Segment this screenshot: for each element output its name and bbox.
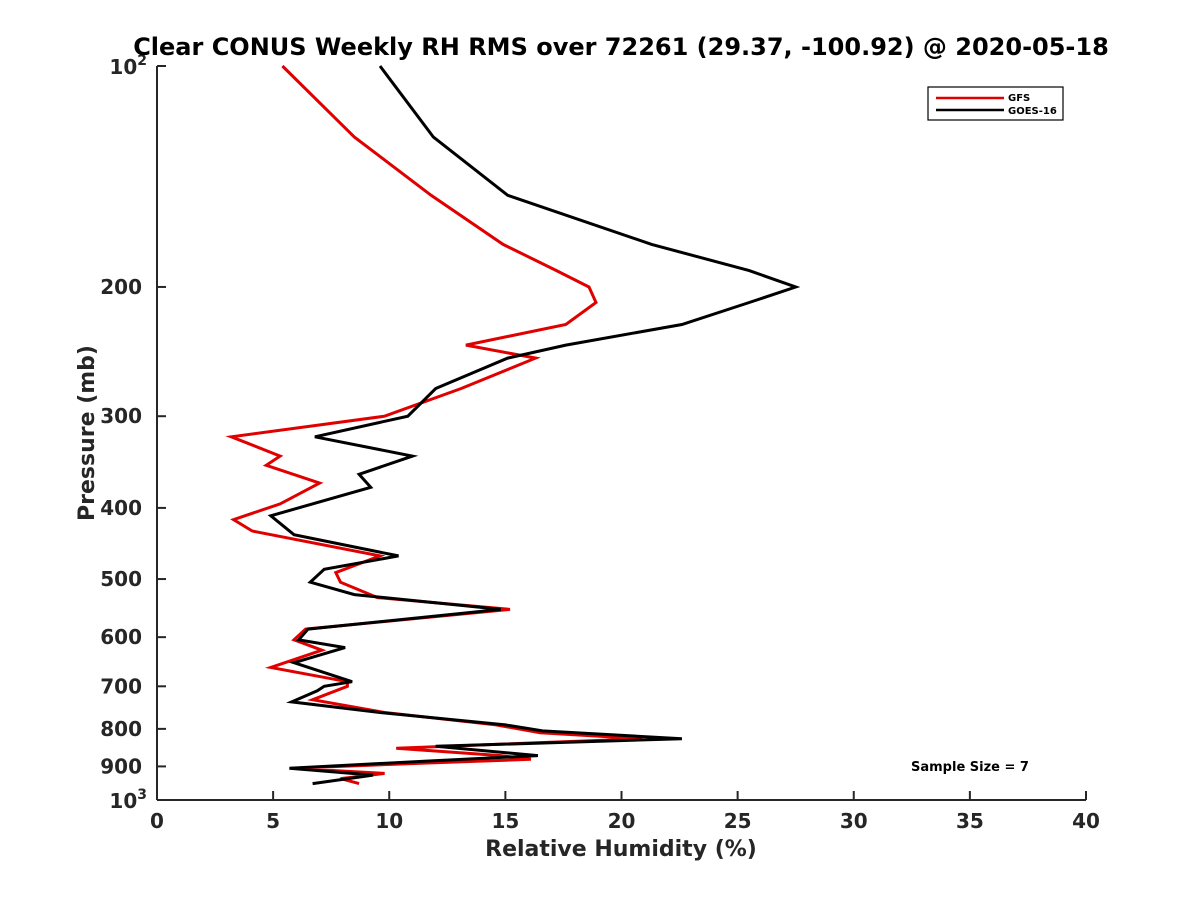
legend-label-gfs: GFS	[1008, 93, 1030, 104]
series-line-gfs	[225, 64, 643, 786]
x-axis-label: Relative Humidity (%)	[485, 837, 757, 862]
x-tick-label: 30	[840, 809, 868, 833]
x-tick-label: 5	[266, 809, 280, 833]
y-tick-label: 700	[100, 674, 142, 698]
y-tick-base: 10	[109, 789, 137, 813]
y-axis-label: Pressure (mb)	[75, 345, 100, 521]
x-tick-label: 40	[1072, 809, 1100, 833]
y-tick-label: 400	[100, 496, 142, 520]
x-tick-label: 35	[956, 809, 984, 833]
axes	[156, 66, 1086, 801]
y-tick-label: 103	[109, 787, 147, 813]
y-tick-base: 10	[109, 55, 137, 79]
series-line-goes-16	[267, 65, 801, 786]
x-tick-label: 20	[608, 809, 636, 833]
y-tick-label: 500	[100, 567, 142, 591]
y-tick-label: 900	[100, 754, 142, 778]
y-tick-label: 200	[100, 275, 142, 299]
y-tick-label: 300	[100, 404, 142, 428]
x-tick-label: 15	[491, 809, 519, 833]
x-tick-label: 25	[724, 809, 752, 833]
y-tick-exponent: 2	[137, 53, 147, 69]
legend-box	[927, 86, 1064, 121]
y-tick-label: 600	[100, 625, 142, 649]
x-tick-label: 10	[375, 809, 403, 833]
y-tick-label: 102	[109, 53, 147, 79]
sample-size-annotation: Sample Size = 7	[911, 760, 1029, 775]
legend: GFS GOES-16	[927, 86, 1064, 121]
legend-label-goes16: GOES-16	[1008, 106, 1057, 117]
chart-title: Clear CONUS Weekly RH RMS over 72261 (29…	[133, 33, 1109, 61]
x-axis-ticks: 0 5 10 15 20 25 30 35 40	[150, 791, 1100, 833]
x-tick-label: 0	[150, 809, 164, 833]
y-tick-exponent: 3	[137, 787, 147, 803]
y-tick-label: 800	[100, 717, 142, 741]
plot-lines	[225, 64, 801, 786]
